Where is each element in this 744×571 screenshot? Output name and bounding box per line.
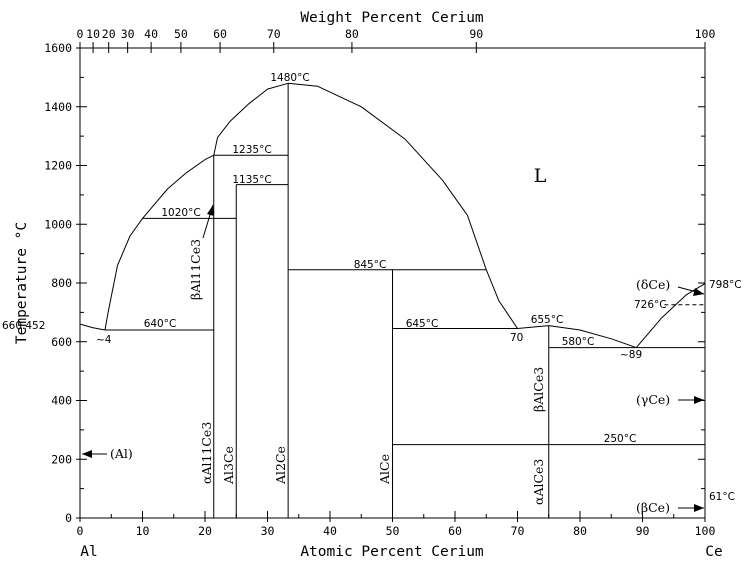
wt-tick-label: 0: [77, 27, 84, 41]
arrow-gamma-ce: [678, 396, 704, 404]
composition-label-4: ~4: [96, 334, 112, 346]
wt-tick-label: 10: [86, 27, 100, 41]
element-ce-label: Ce: [705, 544, 722, 560]
phase-label-alce: AlCe: [377, 454, 392, 485]
y-tick-label: 1000: [44, 217, 72, 231]
temp-label-61: 61°C: [709, 491, 735, 503]
y-tick-label: 1600: [44, 41, 72, 55]
y-tick-label: 400: [51, 394, 72, 408]
temp-label-660: 660.452: [2, 320, 45, 332]
temp-label-1480: 1480°C: [270, 72, 309, 84]
temp-label-655: 655°C: [531, 314, 564, 326]
temp-label-1235: 1235°C: [232, 144, 271, 156]
x-tick-label: 90: [636, 524, 650, 538]
temp-label-645: 645°C: [406, 318, 439, 330]
liquidus-curve: [104, 154, 215, 331]
composition-label-89: ~89: [620, 349, 642, 361]
phase-label-beta-alce3: βAlCe3: [531, 367, 546, 412]
liquidus-curve: [213, 82, 518, 329]
phase-label-al2ce: Al2Ce: [273, 446, 288, 485]
wt-tick-label: 100: [695, 27, 716, 41]
wt-tick-label: 80: [345, 27, 359, 41]
wt-tick-label: 40: [144, 27, 158, 41]
x-tick-label: 100: [695, 524, 716, 538]
temp-label-845: 845°C: [354, 259, 387, 271]
y-tick-label: 1400: [44, 100, 72, 114]
arrow-al: [82, 450, 107, 458]
top-axis-title: Weight Percent Cerium: [300, 10, 484, 26]
arrow-delta-ce: [677, 286, 705, 296]
wt-tick-label: 90: [469, 27, 483, 41]
liquidus-curve: [660, 283, 706, 319]
x-tick-label: 50: [386, 524, 400, 538]
y-tick-label: 1200: [44, 159, 72, 173]
y-tick-label: 0: [65, 511, 72, 525]
x-tick-label: 10: [136, 524, 150, 538]
liquidus-curve: [517, 317, 662, 349]
temp-label-1020: 1020°C: [161, 207, 200, 219]
phase-label-gamma-ce: (γCe): [636, 392, 670, 407]
y-axis-title: Temperature °C: [14, 222, 30, 344]
arrow-beta-ce: [678, 504, 704, 512]
y-tick-label: 200: [51, 452, 72, 466]
wt-tick-label: 60: [213, 27, 227, 41]
x-axis-title: Atomic Percent Cerium: [300, 544, 484, 560]
wt-tick-label: 30: [121, 27, 135, 41]
phase-label-beta-al11ce3: βAl11Ce3: [188, 239, 203, 300]
x-tick-label: 20: [198, 524, 212, 538]
temp-label-580: 580°C: [562, 336, 595, 348]
phase-label-alpha-al11ce3: αAl11Ce3: [199, 422, 214, 484]
x-tick-label: 40: [323, 524, 337, 538]
temp-label-1135: 1135°C: [232, 174, 271, 186]
wt-tick-label: 70: [267, 27, 281, 41]
x-tick-label: 60: [448, 524, 462, 538]
temp-label-726: 726°C: [634, 299, 667, 311]
phase-label-delta-ce: (δCe): [636, 277, 670, 292]
phase-label-alpha-alce3: αAlCe3: [531, 459, 546, 505]
liquid-label: L: [534, 165, 547, 187]
wt-tick-label: 50: [174, 27, 188, 41]
wt-tick-label: 20: [102, 27, 116, 41]
temp-label-640: 640°C: [144, 318, 177, 330]
liquidus-curve: [79, 323, 106, 331]
phase-label-al: (Al): [110, 446, 133, 461]
x-tick-label: 0: [77, 524, 84, 538]
temp-label-250: 250°C: [604, 433, 637, 445]
element-al-label: Al: [80, 544, 97, 560]
y-tick-label: 600: [51, 335, 72, 349]
phase-label-al3ce: Al3Ce: [221, 446, 236, 485]
temp-label-798: 798°C: [709, 279, 742, 291]
x-tick-label: 30: [261, 524, 275, 538]
x-tick-label: 80: [573, 524, 587, 538]
phase-label-beta-ce: (βCe): [636, 500, 670, 515]
y-tick-label: 800: [51, 276, 72, 290]
composition-label-70: 70: [510, 332, 523, 344]
x-tick-label: 70: [511, 524, 525, 538]
arrow-beta-al11ce3: [202, 204, 214, 239]
